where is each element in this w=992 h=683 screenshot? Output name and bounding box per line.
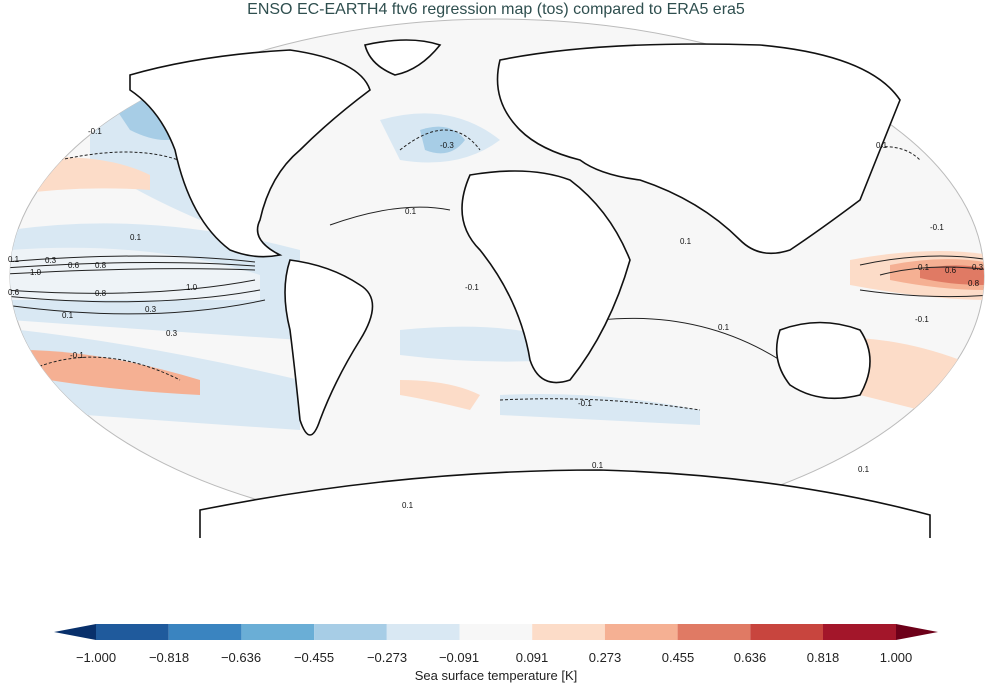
svg-text:0.1: 0.1: [62, 311, 74, 320]
svg-text:-0.1: -0.1: [578, 399, 592, 408]
svg-text:0.6: 0.6: [68, 261, 80, 270]
tick-label: 1.000: [879, 650, 913, 665]
tick-label: −0.636: [220, 650, 262, 665]
tick-label: −0.818: [148, 650, 190, 665]
svg-text:0.1: 0.1: [402, 501, 414, 510]
tick-label: 0.818: [806, 650, 840, 665]
tick-label: −0.455: [293, 650, 335, 665]
tick-label: −1.000: [75, 650, 117, 665]
svg-text:0.6: 0.6: [945, 266, 957, 275]
svg-text:1.0: 1.0: [186, 283, 198, 292]
svg-text:-0.1: -0.1: [88, 127, 102, 136]
contour-labels: 0.1 0.3 0.6 0.8 1.0 0.6 0.8 1.0 0.3 0.1 …: [8, 127, 984, 510]
svg-text:0.1: 0.1: [876, 141, 888, 150]
svg-text:0.8: 0.8: [968, 279, 980, 288]
svg-text:0.8: 0.8: [95, 289, 107, 298]
svg-text:-0.1: -0.1: [465, 283, 479, 292]
svg-text:0.3: 0.3: [972, 263, 984, 272]
svg-text:0.1: 0.1: [592, 461, 604, 470]
svg-text:-0.1: -0.1: [70, 351, 84, 360]
svg-text:0.1: 0.1: [405, 207, 417, 216]
svg-text:0.3: 0.3: [166, 329, 178, 338]
tick-label: 0.636: [733, 650, 767, 665]
svg-text:1.0: 1.0: [30, 268, 42, 277]
svg-text:0.1: 0.1: [8, 255, 20, 264]
tick-label: 0.455: [661, 650, 695, 665]
svg-text:0.1: 0.1: [718, 323, 730, 332]
svg-text:0.1: 0.1: [918, 263, 930, 272]
svg-text:0.8: 0.8: [95, 261, 107, 270]
colorbar-label: Sea surface temperature [K]: [414, 668, 578, 683]
tick-label: −0.091: [438, 650, 480, 665]
svg-text:0.1: 0.1: [858, 465, 870, 474]
tick-label: 0.273: [588, 650, 622, 665]
svg-text:-0.1: -0.1: [915, 315, 929, 324]
svg-text:0.3: 0.3: [145, 305, 157, 314]
world-map: 0.1 0.3 0.6 0.8 1.0 0.6 0.8 1.0 0.3 0.1 …: [8, 18, 985, 538]
anomaly-field: [10, 90, 984, 430]
colorbar: [54, 624, 938, 640]
continents: [129, 39, 931, 538]
svg-text:0.3: 0.3: [45, 256, 57, 265]
chart-title: ENSO EC-EARTH4 ftv6 regression map (tos)…: [247, 1, 745, 18]
svg-text:-0.1: -0.1: [930, 223, 944, 232]
svg-text:0.6: 0.6: [8, 288, 20, 297]
svg-text:0.1: 0.1: [130, 233, 142, 242]
tick-label: −0.273: [366, 650, 408, 665]
svg-text:0.1: 0.1: [680, 237, 692, 246]
svg-text:-0.3: -0.3: [440, 141, 454, 150]
tick-label: 0.091: [515, 650, 549, 665]
